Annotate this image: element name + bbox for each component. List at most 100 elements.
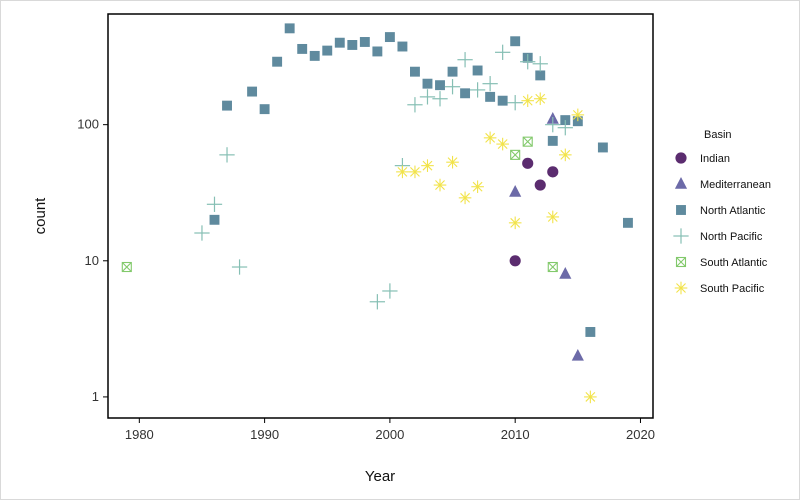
legend-item: North Pacific [673, 228, 763, 244]
legend-title: Basin [704, 129, 732, 141]
data-point [534, 179, 546, 191]
y-tick-label: 1 [92, 389, 99, 404]
data-point [533, 92, 547, 106]
data-point [284, 23, 295, 34]
data-point [532, 56, 548, 72]
plot-panel [107, 13, 654, 419]
data-point [495, 44, 511, 60]
data-point [222, 100, 232, 111]
legend-item: South Atlantic [675, 256, 768, 269]
data-point [407, 97, 423, 113]
data-point [547, 261, 558, 273]
data-point [510, 149, 521, 160]
data-point [359, 37, 370, 47]
data-point [469, 82, 486, 98]
data-point [194, 225, 210, 241]
data-point [458, 191, 472, 205]
legend-label: Indian [700, 153, 730, 165]
data-point [457, 52, 473, 68]
legend-item: South Pacific [674, 281, 765, 295]
data-point [447, 66, 458, 77]
data-point [559, 267, 572, 279]
data-point [545, 117, 561, 133]
data-point [272, 56, 283, 67]
data-point [571, 108, 585, 122]
data-point [382, 283, 398, 299]
data-point [597, 142, 608, 153]
data-point [422, 78, 433, 89]
data-point [397, 41, 408, 52]
data-point [508, 216, 522, 230]
data-point [432, 91, 448, 107]
legend-item: Mediterranean [674, 177, 771, 191]
data-point [571, 348, 584, 361]
data-point [585, 327, 596, 337]
x-tick-label: 2000 [375, 427, 404, 442]
data-point [482, 76, 498, 92]
data-point [369, 294, 386, 310]
data-point [460, 88, 471, 99]
y-axis-label: count [32, 197, 49, 235]
data-point [483, 131, 497, 145]
data-point [384, 32, 395, 43]
legend-marker [673, 228, 689, 244]
data-point [572, 116, 583, 127]
data-point [522, 136, 533, 147]
data-point [247, 86, 258, 97]
data-point [485, 91, 496, 102]
x-tick-label: 1980 [125, 427, 154, 442]
legend-marker [675, 152, 687, 164]
data-point [209, 214, 220, 225]
x-tick-label: 1990 [250, 427, 279, 442]
data-point [435, 80, 445, 91]
data-point [471, 180, 484, 194]
data-point [547, 135, 558, 146]
legend-item: Indian [675, 152, 730, 165]
series-south-pacific [396, 92, 597, 404]
data-point [444, 79, 461, 95]
legend-label: North Pacific [700, 231, 763, 243]
data-point [507, 95, 523, 111]
data-point [509, 255, 521, 267]
data-point [421, 159, 434, 172]
y-axis: 1 10 100 [77, 117, 108, 404]
data-point [297, 43, 308, 54]
data-point [396, 165, 409, 179]
data-point [433, 178, 447, 192]
data-point [535, 70, 546, 81]
y-tick-label: 100 [77, 117, 99, 132]
series-south-atlantic [121, 136, 558, 273]
legend-marker [674, 177, 688, 189]
data-point [259, 104, 270, 115]
data-point [334, 37, 345, 48]
data-point [522, 157, 534, 169]
data-point [419, 89, 436, 105]
data-point [347, 40, 358, 50]
data-point [509, 185, 522, 197]
data-point [510, 36, 521, 47]
data-point [520, 54, 536, 70]
data-point [446, 155, 459, 169]
x-axis-label: Year [365, 468, 395, 485]
legend-marker [676, 205, 686, 215]
data-point [558, 148, 572, 162]
legend-label: South Atlantic [700, 257, 768, 269]
legend-label: South Pacific [700, 283, 765, 295]
data-point [372, 46, 383, 57]
data-point [410, 66, 420, 77]
data-point [322, 45, 333, 56]
series-north-atlantic [209, 23, 633, 337]
data-point [219, 147, 235, 163]
data-point [546, 210, 560, 224]
x-tick-label: 2010 [501, 427, 530, 442]
data-point [521, 94, 535, 107]
series-indian [509, 157, 559, 267]
data-point [547, 166, 559, 178]
y-tick-label: 10 [85, 253, 99, 268]
data-point [309, 50, 320, 61]
data-point [206, 196, 223, 212]
x-axis: 1980 1990 2000 2010 2020 [125, 418, 655, 442]
data-point [497, 95, 508, 106]
series-north-pacific [194, 44, 573, 310]
